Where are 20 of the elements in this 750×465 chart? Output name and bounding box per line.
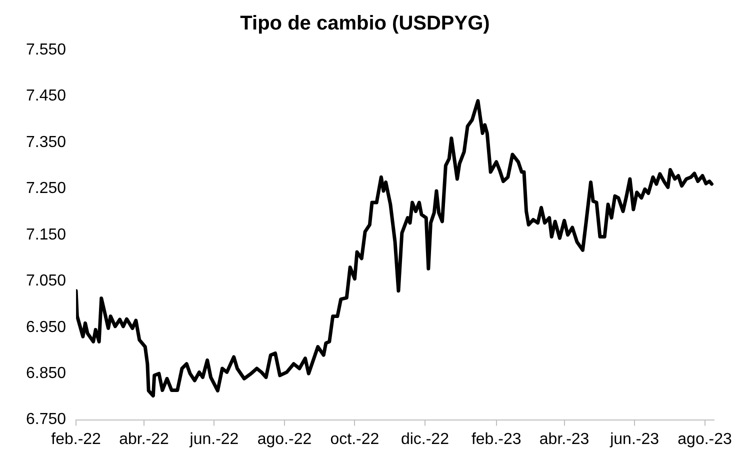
x-tick-label: ago.-23: [678, 430, 732, 448]
y-tick-label: 7.350: [26, 134, 66, 151]
y-tick-label: 6.850: [26, 364, 66, 382]
y-tick-label: 7.050: [26, 272, 66, 290]
x-tick-label: abr.-22: [119, 430, 169, 448]
x-tick-label: ago.-22: [257, 430, 312, 448]
y-tick-label: 6.750: [26, 411, 66, 428]
x-tick-label: oct.-22: [330, 430, 380, 448]
x-tick-label: feb.-23: [471, 430, 522, 448]
x-tick-label: jun.-23: [609, 430, 660, 448]
x-tick-label: abr.-23: [539, 430, 590, 448]
chart-title: Tipo de cambio (USDPYG): [240, 12, 490, 35]
x-tick-label: jun.-22: [188, 430, 239, 448]
x-tick-label: dic.-22: [400, 430, 450, 448]
y-tick-label: 7.250: [26, 180, 66, 198]
y-tick-label: 7.150: [26, 226, 66, 244]
y-tick-label: 7.450: [26, 88, 66, 105]
y-tick-label: 7.550: [26, 41, 66, 58]
y-tick-label: 6.950: [26, 318, 66, 336]
x-tick-label: feb.-22: [51, 430, 102, 448]
